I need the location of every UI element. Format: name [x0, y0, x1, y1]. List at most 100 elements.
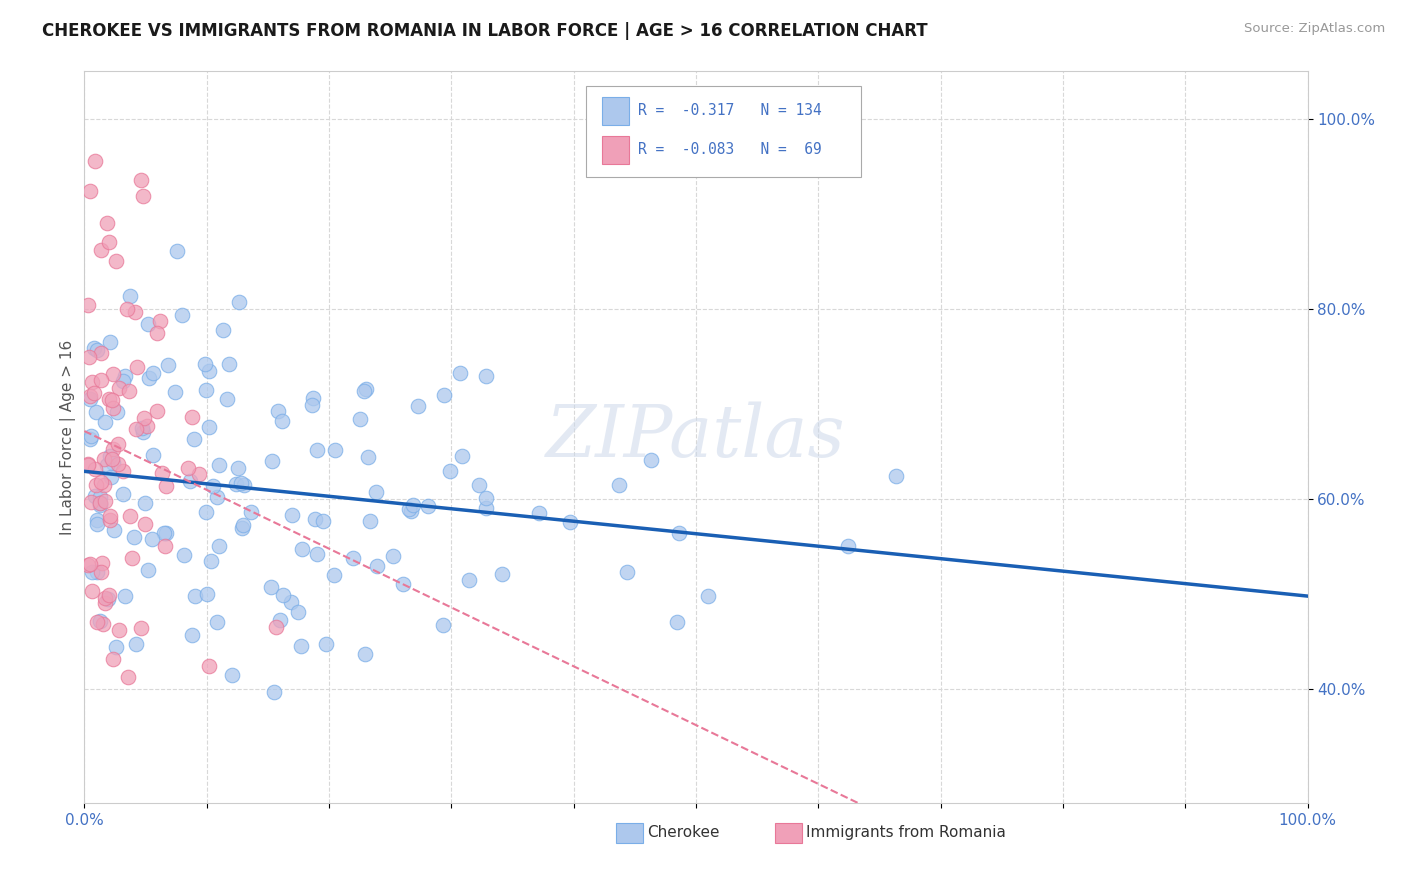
- Bar: [602, 136, 628, 163]
- Point: [79, 184, 101, 198]
- Point: [138, 371, 160, 385]
- Point: [202, 479, 225, 493]
- Point: [103, 367, 125, 381]
- Point: [80, 583, 103, 598]
- Text: Source: ZipAtlas.com: Source: ZipAtlas.com: [1244, 22, 1385, 36]
- Point: [179, 474, 201, 488]
- Point: [90, 475, 112, 489]
- Point: [172, 308, 194, 322]
- Point: [527, 506, 550, 520]
- Bar: [616, 822, 644, 843]
- Point: [382, 549, 405, 563]
- Point: [141, 533, 163, 547]
- Point: [399, 504, 422, 518]
- Point: [468, 478, 491, 492]
- Point: [79, 432, 101, 446]
- Point: [194, 358, 217, 372]
- Point: [433, 388, 456, 402]
- Point: [312, 514, 335, 528]
- Point: [115, 301, 138, 316]
- Point: [432, 618, 454, 632]
- Point: [271, 588, 294, 602]
- Point: [198, 659, 221, 673]
- Point: [98, 335, 121, 350]
- Point: [77, 298, 100, 312]
- Point: [100, 452, 122, 467]
- Point: [156, 358, 179, 372]
- Point: [90, 373, 112, 387]
- Point: [129, 173, 152, 187]
- Point: [391, 577, 413, 591]
- Point: [111, 374, 134, 388]
- Point: [136, 563, 159, 577]
- Point: [108, 623, 131, 637]
- Point: [101, 442, 124, 456]
- Point: [290, 639, 312, 653]
- Point: [145, 326, 167, 341]
- Point: [138, 317, 160, 331]
- Point: [80, 565, 103, 579]
- Point: [136, 419, 159, 434]
- Text: R =  -0.317   N = 134: R = -0.317 N = 134: [638, 103, 823, 119]
- Point: [315, 637, 337, 651]
- Point: [640, 453, 662, 467]
- Point: [94, 596, 117, 610]
- Point: [89, 614, 111, 628]
- Point: [117, 670, 139, 684]
- Point: [187, 467, 209, 482]
- Point: [184, 590, 207, 604]
- Point: [101, 652, 124, 666]
- Point: [149, 313, 172, 327]
- Point: [558, 516, 581, 530]
- Point: [79, 389, 101, 403]
- Point: [267, 404, 290, 418]
- Point: [153, 526, 176, 541]
- Point: [118, 288, 141, 302]
- Point: [353, 384, 375, 399]
- Point: [357, 450, 380, 464]
- Point: [134, 495, 156, 509]
- Point: [89, 498, 111, 512]
- Point: [884, 468, 907, 483]
- Point: [155, 526, 177, 541]
- Point: [301, 398, 323, 412]
- Point: [131, 421, 153, 435]
- Text: R =  -0.083   N =  69: R = -0.083 N = 69: [638, 142, 823, 157]
- Point: [101, 401, 124, 415]
- Point: [418, 499, 440, 513]
- Point: [259, 580, 281, 594]
- Y-axis label: In Labor Force | Age > 16: In Labor Force | Age > 16: [60, 340, 76, 534]
- Point: [90, 565, 112, 579]
- Point: [93, 452, 115, 467]
- Point: [105, 640, 128, 655]
- Point: [449, 366, 471, 380]
- Point: [94, 416, 117, 430]
- Text: ZIPatlas: ZIPatlas: [546, 401, 846, 473]
- Point: [231, 521, 253, 535]
- Text: Immigrants from Romania: Immigrants from Romania: [806, 825, 1005, 840]
- Point: [356, 382, 378, 396]
- Point: [217, 392, 239, 407]
- Point: [132, 410, 155, 425]
- Point: [398, 501, 420, 516]
- Point: [89, 491, 111, 505]
- Point: [77, 458, 100, 472]
- Point: [194, 383, 217, 397]
- Point: [307, 442, 329, 457]
- Point: [89, 496, 111, 510]
- Text: Cherokee: Cherokee: [647, 825, 720, 840]
- Point: [450, 449, 472, 463]
- Point: [112, 487, 135, 501]
- Point: [84, 462, 107, 476]
- Point: [142, 448, 165, 462]
- Point: [364, 484, 387, 499]
- Point: [86, 343, 108, 358]
- Point: [100, 509, 122, 524]
- Point: [607, 478, 630, 492]
- Point: [98, 513, 121, 527]
- Point: [305, 548, 328, 562]
- Point: [86, 566, 108, 580]
- Point: [82, 375, 104, 389]
- Point: [90, 243, 112, 257]
- Point: [228, 295, 250, 310]
